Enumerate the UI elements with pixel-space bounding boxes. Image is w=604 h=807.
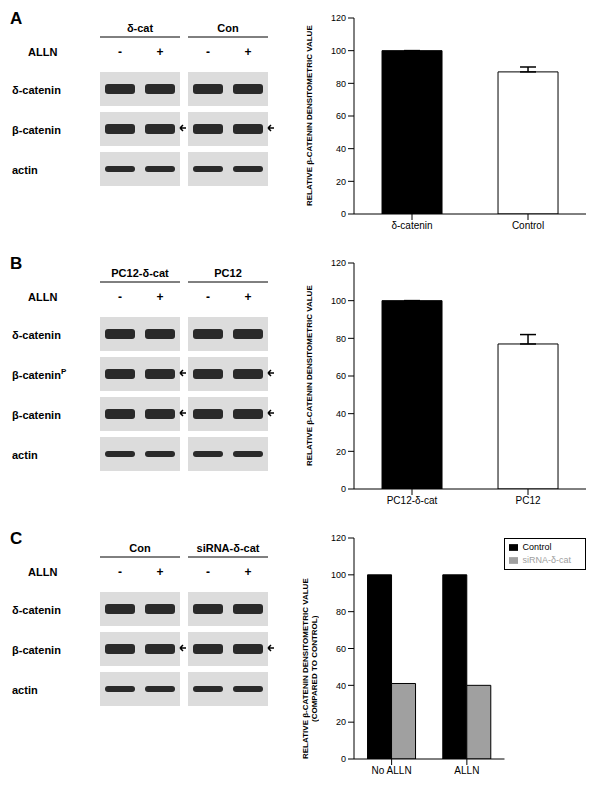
- svg-text:+: +: [156, 565, 163, 579]
- svg-text:actin: actin: [12, 449, 38, 461]
- svg-text:-: -: [118, 45, 122, 59]
- svg-text:ALLN: ALLN: [454, 765, 479, 776]
- html-text:Control: Control: [522, 542, 552, 552]
- svg-text:A: A: [10, 9, 22, 28]
- svg-text:β-catenin: β-catenin: [12, 124, 61, 136]
- svg-text:-: -: [206, 290, 210, 304]
- svg-text:20: 20: [336, 717, 346, 727]
- svg-text:20: 20: [336, 177, 346, 187]
- svg-text:PC12-δ-cat: PC12-δ-cat: [387, 495, 438, 506]
- svg-text:PC12-δ-cat: PC12-δ-cat: [111, 267, 169, 279]
- svg-text:Control: Control: [512, 220, 544, 231]
- svg-text:No ALLN: No ALLN: [372, 765, 412, 776]
- html-text:RELATIVE β-CATENIN DENSITOMETR: RELATIVE β-CATENIN DENSITOMETRIC VALUE: [305, 285, 315, 467]
- svg-text:0: 0: [341, 754, 346, 764]
- svg-text:60: 60: [336, 644, 346, 654]
- svg-text:0: 0: [341, 209, 346, 219]
- svg-text:actin: actin: [12, 684, 38, 696]
- svg-text:ALLN: ALLN: [28, 566, 57, 578]
- html-text:RELATIVE β-CATENIN DENSITOMETR: RELATIVE β-CATENIN DENSITOMETRIC VALUE: [305, 25, 315, 207]
- svg-text:β-cateninP: β-cateninP: [12, 367, 67, 381]
- svg-text:100: 100: [331, 296, 346, 306]
- svg-text:120: 120: [331, 13, 346, 23]
- svg-text:PC12: PC12: [214, 267, 242, 279]
- svg-text:δ-catenin: δ-catenin: [12, 604, 61, 616]
- svg-text:+: +: [156, 45, 163, 59]
- svg-text:C: C: [10, 529, 22, 548]
- svg-text:40: 40: [336, 144, 346, 154]
- svg-text:80: 80: [336, 79, 346, 89]
- html-text:siRNA-δ-cat: siRNA-δ-cat: [522, 555, 571, 565]
- svg-text:80: 80: [336, 334, 346, 344]
- svg-text:80: 80: [336, 607, 346, 617]
- svg-text:+: +: [244, 565, 251, 579]
- svg-text:+: +: [244, 45, 251, 59]
- svg-text:40: 40: [336, 681, 346, 691]
- svg-text:β-catenin: β-catenin: [12, 644, 61, 656]
- svg-text:20: 20: [336, 447, 346, 457]
- svg-text:100: 100: [331, 46, 346, 56]
- svg-text:δ-catenin: δ-catenin: [12, 84, 61, 96]
- svg-text:δ-catenin: δ-catenin: [391, 220, 432, 231]
- svg-text:δ-catenin: δ-catenin: [12, 329, 61, 341]
- svg-text:100: 100: [331, 570, 346, 580]
- svg-text:ALLN: ALLN: [28, 46, 57, 58]
- svg-text:actin: actin: [12, 164, 38, 176]
- svg-text:siRNA-δ-cat: siRNA-δ-cat: [197, 542, 260, 554]
- svg-text:Con: Con: [129, 542, 151, 554]
- svg-text:120: 120: [331, 258, 346, 268]
- html-text:RELATIVE β-CATENIN DENSITOMETR: RELATIVE β-CATENIN DENSITOMETRIC VALUE (…: [300, 578, 319, 759]
- svg-text:β-catenin: β-catenin: [12, 409, 61, 421]
- svg-text:60: 60: [336, 111, 346, 121]
- svg-text:PC12: PC12: [515, 495, 540, 506]
- svg-text:-: -: [206, 45, 210, 59]
- svg-text:ALLN: ALLN: [28, 291, 57, 303]
- svg-text:+: +: [244, 290, 251, 304]
- svg-text:+: +: [156, 290, 163, 304]
- svg-text:120: 120: [331, 533, 346, 543]
- svg-text:δ-cat: δ-cat: [127, 22, 154, 34]
- svg-text:B: B: [10, 254, 22, 273]
- svg-text:Con: Con: [217, 22, 239, 34]
- svg-text:40: 40: [336, 409, 346, 419]
- svg-text:-: -: [206, 565, 210, 579]
- svg-text:60: 60: [336, 371, 346, 381]
- svg-text:-: -: [118, 290, 122, 304]
- svg-text:-: -: [118, 565, 122, 579]
- svg-text:0: 0: [341, 484, 346, 494]
